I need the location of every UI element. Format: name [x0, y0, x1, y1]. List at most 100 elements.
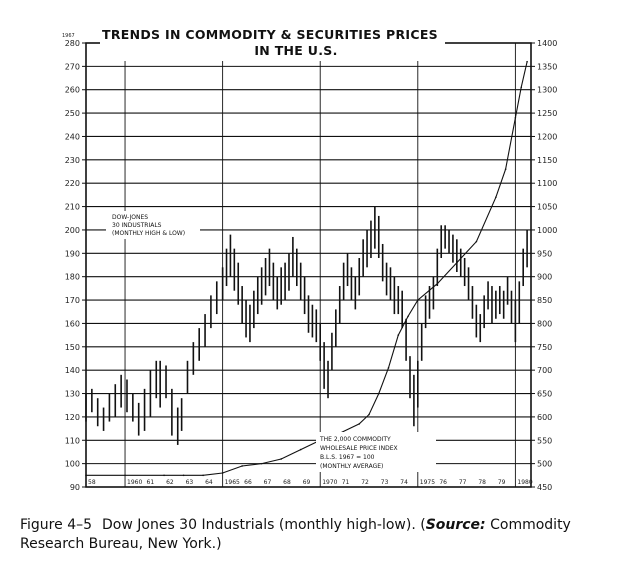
wpi-annotation-backdrop: [316, 432, 436, 472]
x-tick-label: 76: [439, 479, 447, 486]
wpi-point: [163, 474, 165, 477]
left-tick-label: 230: [65, 156, 80, 165]
left-tick-label: 130: [65, 390, 80, 399]
x-tick-label: 58: [88, 479, 96, 486]
wpi-point: [397, 334, 400, 336]
wpi-annotation-line1: THE 2,000 COMMODITY: [319, 436, 391, 443]
right-tick-label: 750: [537, 343, 552, 352]
x-tick-label: 78: [478, 479, 486, 486]
left-tick-label: 210: [65, 203, 80, 212]
right-tick-label: 1150: [537, 156, 557, 165]
wpi-point: [387, 367, 390, 369]
right-tick-label: 950: [537, 249, 552, 258]
wpi-point: [504, 168, 507, 170]
left-axis: 90 100 110 120 130 140 150 160 170 180 190 200 210 22…: [65, 39, 86, 492]
dow-annotation-line3: (MONTHLY HIGH & LOW): [112, 230, 185, 237]
chart-title-line2: IN THE U.S.: [254, 43, 337, 58]
wpi-point: [475, 240, 478, 243]
right-tick-label: 800: [537, 319, 552, 328]
dow-jones-series: [85, 206, 528, 445]
right-tick-label: 1250: [537, 109, 557, 118]
right-tick-label: 1100: [537, 179, 557, 188]
caption-source-label: Source:: [425, 517, 486, 533]
left-tick-label: 270: [65, 62, 80, 71]
x-tick-label: 1970: [322, 479, 337, 486]
figure-caption: Figure 4–5 Dow Jones 30 Industrials (mont…: [20, 516, 630, 554]
wpi-annotation-line3: B.L.S. 1967 = 100: [320, 454, 375, 461]
wpi-point: [280, 458, 282, 460]
right-tick-label: 550: [537, 436, 552, 445]
dow-annotation-line2: 30 INDUSTRIALS: [112, 222, 162, 229]
wpi-point: [495, 196, 497, 199]
right-tick-label: 1050: [537, 203, 557, 212]
x-tick-label: 73: [381, 479, 389, 486]
x-tick-label: 77: [459, 479, 467, 486]
wpi-point: [526, 60, 528, 63]
left-tick-label: 110: [65, 436, 80, 445]
wpi-point: [85, 474, 87, 477]
right-tick-label: 1300: [537, 86, 557, 95]
right-tick-label: 1200: [537, 132, 557, 141]
wpi-point: [407, 315, 409, 318]
x-tick-label: 68: [283, 479, 291, 486]
wpi-point: [221, 472, 224, 474]
x-tick-label: 1965: [225, 479, 240, 486]
left-tick-label: 280: [65, 39, 80, 48]
dow-jones-annotation: DOW-JONES 30 INDUSTRIALS (MONTHLY HIGH &…: [106, 211, 200, 239]
right-tick-label: 1350: [537, 62, 557, 71]
left-tick-label: 240: [65, 132, 80, 141]
wpi-point: [241, 465, 243, 467]
left-tick-label: 160: [65, 319, 80, 328]
right-tick-label: 1000: [537, 226, 557, 235]
left-axis-unit: 1967: [62, 33, 75, 39]
x-tick-label: 62: [166, 479, 174, 486]
x-tick-label: 66: [244, 479, 252, 486]
wpi-point: [202, 474, 204, 477]
dow-annotation-line1: DOW-JONES: [112, 214, 148, 221]
chart-title-line1: TRENDS IN COMMODITY & SECURITIES PRICES: [102, 27, 438, 42]
x-tick-label: 1975: [420, 479, 435, 486]
wpi-point: [260, 462, 263, 465]
caption-text-1: Dow Jones 30 Industrials (monthly high-l…: [102, 517, 426, 533]
dow-annotation-backdrop: [106, 211, 200, 239]
right-tick-label: 700: [537, 366, 552, 375]
x-tick-label: 71: [342, 479, 350, 486]
right-tick-label: 450: [537, 483, 552, 492]
right-tick-label: 900: [537, 273, 552, 282]
wpi-point: [514, 116, 517, 119]
x-tick-label: 61: [147, 479, 155, 486]
left-tick-label: 260: [65, 86, 80, 95]
left-tick-label: 120: [65, 413, 80, 422]
x-tick-label: 1960: [127, 479, 142, 486]
wpi-point: [299, 448, 302, 451]
x-tick-label: 63: [186, 479, 194, 486]
right-tick-label: 600: [537, 413, 552, 422]
x-axis: 58 1960 61 62 63 64 1965 66 67 68 69 1970 71 72 73 74 19…: [88, 479, 533, 486]
right-tick-label: 650: [537, 390, 552, 399]
x-tick-label: 1980: [517, 479, 532, 486]
x-tick-label: 67: [264, 479, 272, 486]
left-tick-label: 150: [65, 343, 80, 352]
right-axis: 450 500 550 600 650 700 750 800 850 900 950 1000 105…: [531, 39, 557, 492]
wpi-point: [358, 423, 361, 425]
right-tick-label: 850: [537, 296, 552, 305]
left-tick-label: 190: [65, 249, 80, 258]
wpi-point: [520, 86, 523, 89]
caption-text-2: Commodity Research Bureau, New York.): [20, 517, 571, 552]
title-backdrop: [100, 24, 445, 61]
left-tick-label: 220: [65, 179, 80, 188]
wpi-annotation-line4: (MONTHLY AVERAGE): [320, 463, 383, 470]
right-tick-label: 1400: [537, 39, 557, 48]
wpi-point: [182, 474, 185, 477]
left-tick-label: 250: [65, 109, 80, 118]
price-trends-chart: 90 100 110 120 130 140 150 160 170 180 190 200 210 22…: [62, 24, 558, 492]
wpi-annotation-line2: WHOLESALE PRICE INDEX: [320, 445, 398, 452]
wpi-point: [124, 474, 126, 477]
x-tick-label: 72: [361, 479, 369, 486]
left-tick-label: 180: [65, 273, 80, 282]
x-tick-label: 64: [205, 479, 213, 486]
x-tick-label: 74: [400, 479, 408, 486]
wpi-annotation: THE 2,000 COMMODITY WHOLESALE PRICE INDE…: [316, 432, 436, 472]
left-tick-label: 140: [65, 366, 80, 375]
wpi-point: [416, 299, 419, 301]
